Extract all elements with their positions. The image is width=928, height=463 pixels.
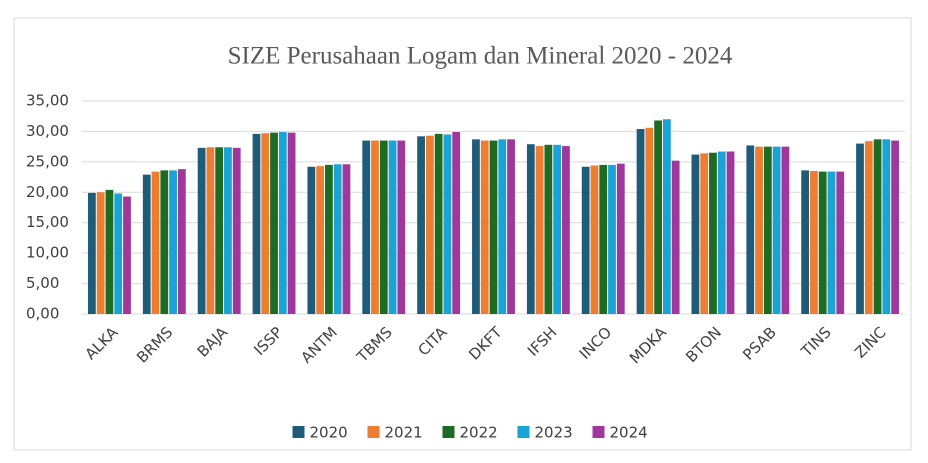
bar	[481, 141, 489, 314]
bar	[599, 165, 607, 314]
bar	[288, 133, 296, 314]
bar	[389, 141, 397, 314]
bar	[553, 145, 561, 314]
bar	[362, 141, 370, 314]
bar	[591, 166, 599, 314]
bar	[865, 141, 873, 314]
y-tick-label: 10,00	[26, 244, 69, 262]
bar	[874, 139, 882, 314]
bar	[562, 146, 570, 314]
legend-label: 2024	[610, 424, 648, 442]
bar	[617, 164, 625, 314]
bar	[755, 147, 763, 314]
bar	[536, 146, 544, 314]
bar	[334, 164, 342, 314]
bar	[819, 172, 827, 314]
legend-label: 2020	[310, 424, 348, 442]
y-tick-label: 15,00	[26, 213, 69, 231]
legend-label: 2021	[385, 424, 423, 442]
y-tick-label: 20,00	[26, 183, 69, 201]
bar	[856, 144, 864, 314]
bar	[169, 170, 177, 314]
y-tick-label: 25,00	[26, 152, 69, 170]
bar	[452, 132, 460, 314]
y-tick-label: 30,00	[26, 122, 69, 140]
bar	[709, 153, 717, 314]
bar	[608, 165, 616, 314]
y-tick-label: 5,00	[26, 274, 59, 292]
bar	[380, 141, 388, 314]
bar	[435, 134, 443, 314]
bar	[828, 172, 836, 314]
bar	[727, 152, 735, 314]
bar	[316, 166, 324, 314]
bar	[224, 147, 232, 314]
bar	[718, 152, 726, 314]
bar	[746, 145, 754, 314]
bar	[325, 165, 333, 314]
bar	[97, 192, 105, 314]
bar	[279, 132, 287, 314]
legend-swatch	[293, 426, 305, 438]
bar	[700, 153, 708, 314]
bar	[152, 172, 160, 314]
bar	[114, 194, 122, 314]
bar	[426, 136, 434, 314]
bar	[88, 193, 96, 314]
bar	[645, 128, 653, 314]
bar	[253, 134, 261, 314]
bar	[472, 139, 480, 314]
bar	[444, 134, 452, 314]
bar	[836, 172, 844, 314]
bar	[637, 129, 645, 314]
bar	[160, 170, 168, 314]
bar	[178, 169, 186, 314]
legend-swatch	[518, 426, 530, 438]
bar	[507, 139, 515, 314]
bar	[801, 170, 809, 314]
bar	[343, 164, 351, 314]
bar	[527, 144, 535, 314]
legend-label: 2023	[535, 424, 573, 442]
bar	[417, 136, 425, 314]
bar	[782, 147, 790, 314]
bar	[891, 141, 899, 314]
bar	[692, 155, 700, 314]
bar	[206, 147, 214, 314]
bar	[490, 141, 498, 314]
bar	[371, 141, 379, 314]
bar	[215, 147, 223, 314]
chart: SIZE Perusahaan Logam dan Mineral 2020 -…	[0, 0, 928, 459]
legend-label: 2022	[460, 424, 498, 442]
bar	[773, 147, 781, 314]
bar	[810, 171, 818, 314]
bar	[270, 133, 278, 314]
bar	[106, 190, 114, 314]
y-tick-label: 0,00	[26, 305, 59, 323]
legend-swatch	[443, 426, 455, 438]
y-tick-label: 35,00	[26, 92, 69, 110]
bar	[307, 167, 315, 314]
chart-title: SIZE Perusahaan Logam dan Mineral 2020 -…	[228, 43, 733, 70]
bar	[882, 139, 890, 314]
bar	[672, 161, 680, 314]
legend-swatch	[593, 426, 605, 438]
bar	[663, 119, 671, 314]
bar	[654, 120, 662, 314]
bar	[498, 139, 506, 314]
bar	[198, 148, 206, 314]
bar	[143, 175, 151, 314]
bar	[261, 133, 269, 314]
bar	[544, 145, 552, 314]
bar	[397, 141, 405, 314]
bar	[582, 167, 590, 314]
bar	[764, 147, 772, 314]
bar	[123, 197, 131, 314]
bar	[233, 148, 241, 314]
legend-swatch	[368, 426, 380, 438]
